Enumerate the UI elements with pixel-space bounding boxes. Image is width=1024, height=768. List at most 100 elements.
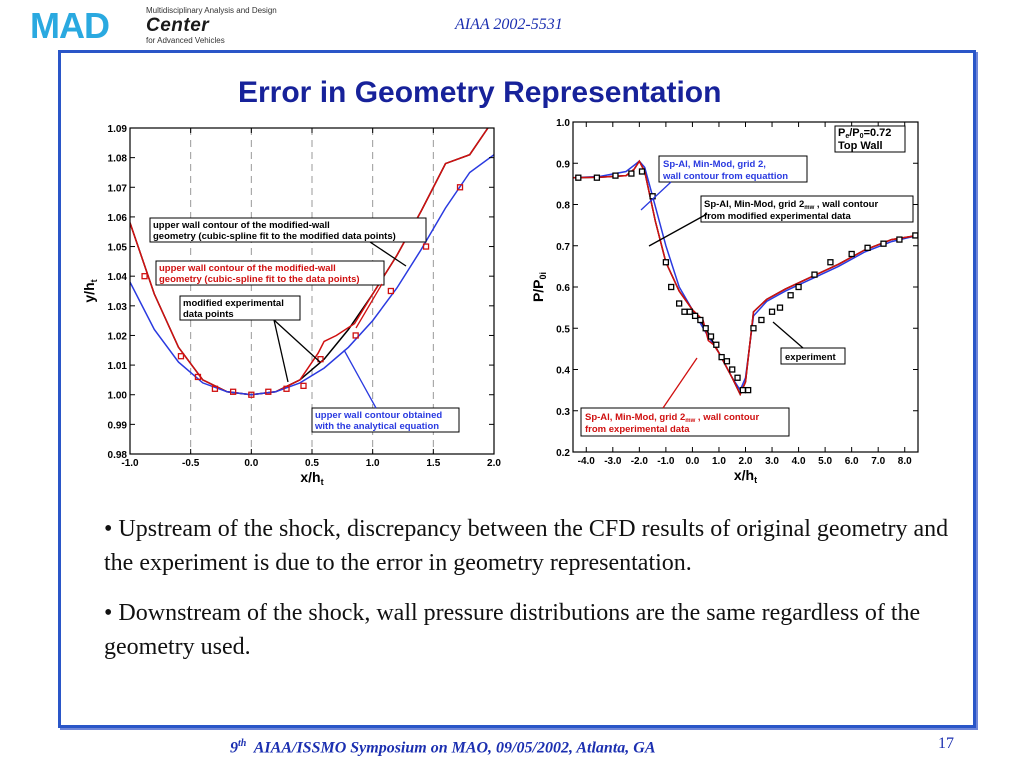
annotation-text: wall contour from equattion <box>662 171 788 182</box>
annotation-box-experiment <box>780 347 846 365</box>
annotation-text: Sp-Al, Min-Mod, grid 2mw , wall contour <box>585 412 759 424</box>
data-point <box>248 391 255 398</box>
data-point <box>681 308 688 315</box>
pressure-ratio-label: Pe/P0=0.72 <box>838 127 891 140</box>
y-tick-label: 1.04 <box>108 272 128 283</box>
data-point <box>691 312 699 320</box>
arrow-experimental-data <box>662 357 698 409</box>
data-point <box>707 333 715 340</box>
data-point <box>612 172 619 179</box>
annotation-box-experimental-data <box>580 407 790 437</box>
arrow-points-1 <box>273 319 289 383</box>
chart2-axes: -4.0 -3.0 -2.0 -1.0 0.0 1.0 2.0 3.0 4.0 5.0 6.0 7.0… <box>530 118 919 485</box>
x-tick-label: 0.0 <box>685 456 699 467</box>
y-tick-label: 1.05 <box>108 243 128 254</box>
x-tick-label: 2.0 <box>487 458 501 469</box>
data-point <box>352 332 359 339</box>
x-tick-label: 7.0 <box>871 456 885 467</box>
data-point <box>827 259 834 266</box>
data-point <box>702 325 709 332</box>
data-point <box>194 373 202 381</box>
paper-id: AIAA 2002-5531 <box>455 16 563 33</box>
annotation-box-points <box>179 295 301 321</box>
x-tick-label: 1.5 <box>426 458 440 469</box>
page-number: 17 <box>938 735 954 752</box>
chart1-annotations: upper wall contour of the modified-wall … <box>149 217 460 433</box>
x-tick-label: -2.0 <box>631 456 649 467</box>
y-tick-label: 0.98 <box>108 450 128 461</box>
y-tick-label: 0.7 <box>556 242 570 253</box>
arrow-equation <box>640 181 672 211</box>
data-point <box>750 325 757 332</box>
x-tick-label: -3.0 <box>604 456 622 467</box>
logo-subtitle: Multidisciplinary Analysis and Design <box>146 6 277 15</box>
y-tick-label: 0.9 <box>556 159 570 170</box>
data-point <box>723 358 731 365</box>
data-point <box>686 308 693 315</box>
x-tick-label: 3.0 <box>765 456 779 467</box>
slide-title: Error in Geometry Representation <box>238 76 722 109</box>
annotation-box-equation <box>658 155 808 183</box>
x-axis-label: x/ht <box>300 469 323 487</box>
bullet-downstream: • Downstream of the shock, wall pressure… <box>104 600 921 660</box>
footer-superscript: th <box>238 738 247 749</box>
annotation-box-modified-wall <box>149 217 427 243</box>
annotation-text: Sp-Al, Min-Mod, grid 2mw , wall contour <box>704 199 878 211</box>
annotation-box-modified <box>700 195 914 223</box>
x-tick-label: -4.0 <box>578 456 596 467</box>
footer-conference: AIAA/ISSMO Symposium on MAO, 09/05/2002,… <box>253 739 656 757</box>
data-point <box>628 170 635 177</box>
sub-0: 0 <box>860 133 864 140</box>
arrow-experiment <box>772 321 804 349</box>
annotation-text: Sp-Al, Min-Mod, grid 2, <box>663 159 766 170</box>
x-tick-label: 0.0 <box>244 458 258 469</box>
annotation-text: upper wall contour of the modified-wall <box>153 220 330 231</box>
chart1-axes: -1.0 -0.5 0.0 0.5 1.0 1.5 2.0 0.98 0.99 1.00 1.01 1… <box>81 124 501 487</box>
chart1-markers <box>141 184 464 398</box>
annotation-text: geometry (cubic-spline fit to the modifi… <box>153 231 396 242</box>
data-point <box>283 385 290 392</box>
data-point <box>676 300 683 307</box>
data-point <box>638 168 646 175</box>
slide-frame <box>58 50 976 728</box>
y-tick-label: 1.06 <box>108 213 128 224</box>
sub-mw: mw <box>685 418 695 424</box>
y-tick-label: 1.08 <box>108 154 128 165</box>
logo-center-text: Center <box>146 15 210 36</box>
annotation-text: geometry (cubic-spline fit to the data p… <box>159 274 360 285</box>
arrow-modified <box>648 213 708 247</box>
data-point <box>768 308 776 315</box>
data-point <box>456 184 464 191</box>
arrow-points-2 <box>273 319 321 363</box>
data-point <box>575 174 582 181</box>
arrow-data-fit <box>355 283 383 329</box>
plot-frame <box>572 121 919 453</box>
annotation-text: upper wall contour of the modified-wall <box>159 263 336 274</box>
data-point <box>864 244 871 251</box>
series-line-3 <box>130 154 494 396</box>
annotation-text: with the analytical equation <box>314 421 439 432</box>
y-tick-label: 1.01 <box>108 361 128 372</box>
mid: /P <box>849 127 859 139</box>
y-axis-label: y/ht <box>81 279 99 302</box>
y-tick-label: 1.00 <box>108 391 128 402</box>
data-point <box>300 382 307 389</box>
chart-pressure: -4.0 -3.0 -2.0 -1.0 0.0 1.0 2.0 3.0 4.0 5.0 6.0 7.0… <box>530 118 919 485</box>
data-point <box>668 283 675 291</box>
x-axis-label-sub: t <box>754 475 757 485</box>
data-point <box>787 292 794 299</box>
data-point <box>729 366 736 373</box>
data-point <box>229 388 237 395</box>
footer-prefix: 9 <box>230 739 238 757</box>
end: =0.72 <box>864 127 892 139</box>
legend-box-pe-p0 <box>834 125 906 153</box>
chart2-markers <box>575 168 919 394</box>
y-tick-label: 0.4 <box>556 366 570 377</box>
y-tick-label: 0.3 <box>556 407 570 418</box>
y-axis-label: P/P0i <box>530 272 548 302</box>
data-point <box>848 250 855 258</box>
data-point <box>718 353 725 361</box>
rest: , wall contour <box>814 199 878 210</box>
x-tick-label: -0.5 <box>182 458 200 469</box>
